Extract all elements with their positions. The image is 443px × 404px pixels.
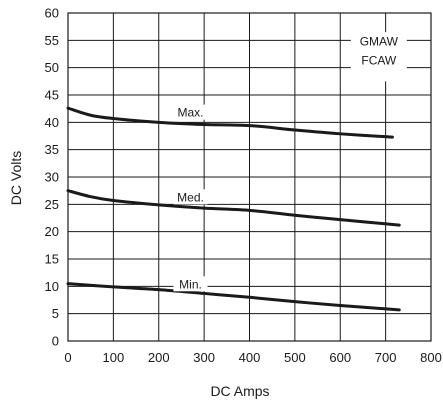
y-tick-label: 10 <box>45 279 59 294</box>
y-tick-label: 30 <box>45 170 59 185</box>
legend: GMAW FCAW <box>350 32 407 82</box>
y-tick-label: 40 <box>45 115 59 130</box>
y-tick-label: 25 <box>45 197 59 212</box>
x-tick-label: 0 <box>64 350 71 365</box>
tick-labels: 0 100 200 300 400 500 600 700 800 0 5 10 15 20 25 30 35 4… <box>45 6 442 366</box>
y-tick-label: 50 <box>45 60 59 75</box>
y-tick-label: 5 <box>52 306 59 321</box>
curve-label-bg <box>173 276 208 292</box>
y-tick-label: 35 <box>45 142 59 157</box>
x-tick-label: 500 <box>284 350 306 365</box>
curve-label-bg <box>173 189 208 205</box>
curve-label-min: Min. <box>179 277 202 291</box>
y-tick-label: 15 <box>45 252 59 267</box>
series-layer <box>66 106 401 312</box>
legend-entry: GMAW <box>360 34 399 48</box>
x-tick-label: 800 <box>420 350 442 365</box>
series-line-med <box>66 189 401 227</box>
y-tick-label: 0 <box>52 334 59 349</box>
y-tick-label: 55 <box>45 33 59 48</box>
legend-box <box>350 32 407 82</box>
x-tick-label: 400 <box>239 350 261 365</box>
series-line-min <box>66 282 401 312</box>
x-tick-label: 300 <box>193 350 215 365</box>
x-tick-label: 700 <box>375 350 397 365</box>
y-tick-label: 45 <box>45 88 59 103</box>
y-tick-label: 60 <box>45 6 59 21</box>
series-line-max <box>66 106 394 139</box>
curve-labels: Max. Med. Min. <box>173 104 208 292</box>
x-tick-label: 200 <box>148 350 170 365</box>
y-axis-title: DC Volts <box>8 151 24 205</box>
x-axis-title: DC Amps <box>210 383 269 399</box>
plot-frame <box>67 12 432 342</box>
y-tick-label: 20 <box>45 224 59 239</box>
x-tick-label: 100 <box>103 350 125 365</box>
curve-label-max: Max. <box>178 106 204 120</box>
x-tick-label: 600 <box>329 350 351 365</box>
curve-label-bg <box>173 104 208 120</box>
legend-entry: FCAW <box>361 53 397 67</box>
curve-label-med: Med. <box>177 190 204 204</box>
